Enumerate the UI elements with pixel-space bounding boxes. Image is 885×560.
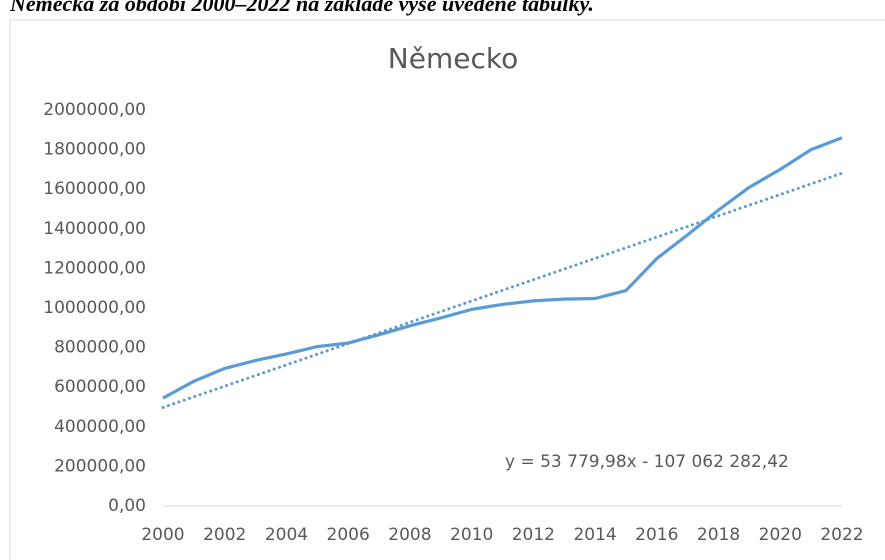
x-tick-label: 2014 — [573, 525, 616, 545]
y-tick-label: 0,00 — [108, 496, 146, 516]
x-tick-label: 2022 — [820, 525, 863, 545]
y-tick-label: 1600000,00 — [43, 179, 146, 199]
x-tick-label: 2006 — [327, 525, 370, 545]
x-tick-label: 2004 — [265, 525, 308, 545]
chart-title: Německo — [388, 42, 518, 75]
x-tick-label: 2002 — [203, 525, 246, 545]
x-tick-label: 2010 — [450, 525, 493, 545]
x-tick-label: 2000 — [141, 525, 184, 545]
chart-frame — [9, 19, 885, 560]
trendline-label: y = 53 779,98x - 107 062 282,42 — [505, 452, 789, 472]
y-tick-label: 2000000,00 — [43, 100, 146, 120]
x-tick-label: 2008 — [388, 525, 431, 545]
x-tick-label: 2020 — [759, 525, 802, 545]
x-tick-label: 2016 — [635, 525, 678, 545]
y-tick-label: 600000,00 — [54, 377, 146, 397]
trendline — [161, 171, 844, 409]
caption: Německa za období 2000–2022 na základě v… — [9, 0, 594, 16]
y-tick-label: 400000,00 — [54, 417, 146, 437]
y-tick-label: 1000000,00 — [43, 298, 146, 318]
y-tick-label: 200000,00 — [54, 456, 146, 476]
x-tick-label: 2012 — [512, 525, 555, 545]
y-tick-label: 800000,00 — [54, 338, 146, 358]
y-tick-label: 1800000,00 — [43, 140, 146, 160]
y-tick-label: 1200000,00 — [43, 258, 146, 278]
x-tick-label: 2018 — [697, 525, 740, 545]
series-line — [162, 136, 843, 400]
y-tick-label: 1400000,00 — [43, 219, 146, 239]
